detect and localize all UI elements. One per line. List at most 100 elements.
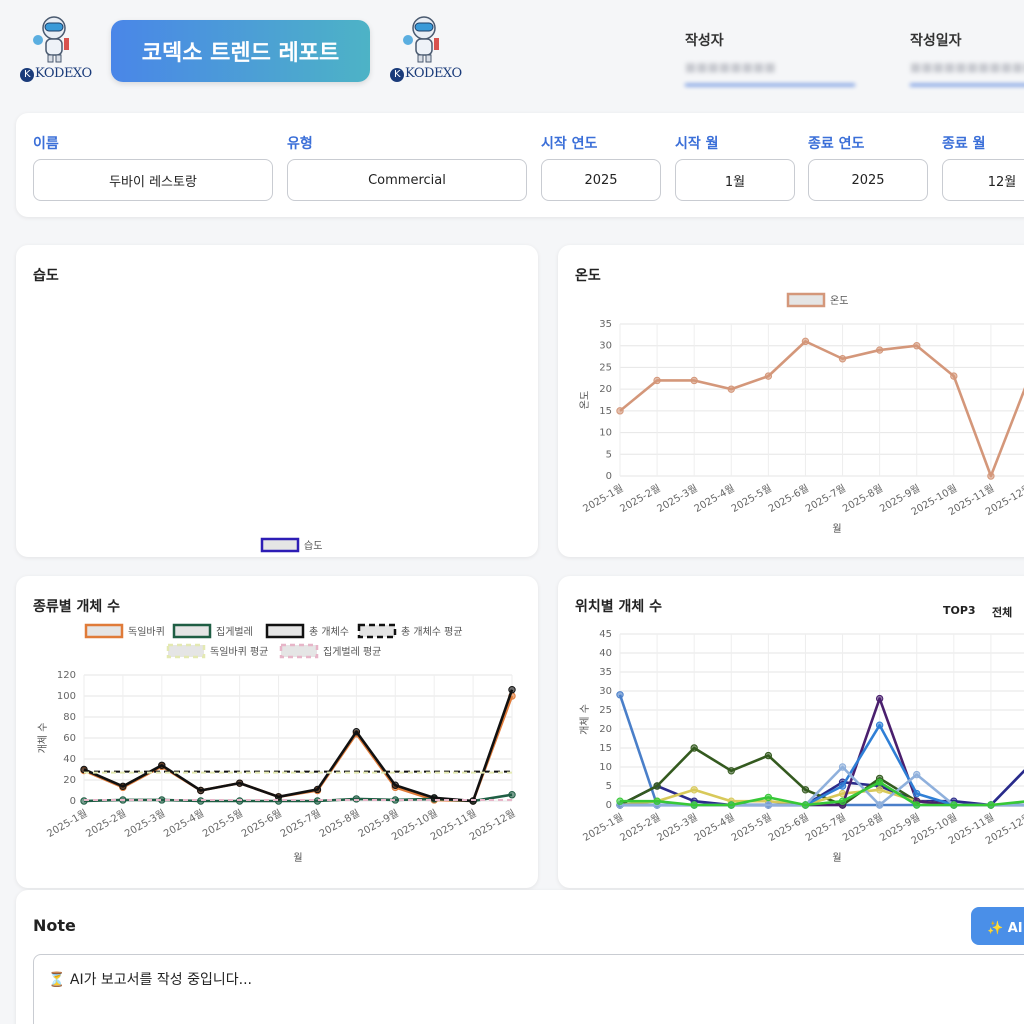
- data-point: [274, 793, 283, 801]
- end-month-select[interactable]: 12월: [942, 159, 1024, 201]
- end-year-select[interactable]: 2025: [808, 159, 928, 201]
- author-field: 작성자 ■■■■■■■■: [685, 30, 855, 86]
- y-tick-label: 25: [599, 705, 612, 716]
- data-point: [508, 791, 516, 799]
- data-point: [913, 770, 921, 779]
- location-chart-card: 위치별 개체 수 TOP3 전체 0 5 10 15 20 25 30 35 40 45 2025-…: [558, 576, 1024, 888]
- data-point: [727, 767, 735, 775]
- location-chart: 0510152025303540452025-1월2025-2월2025-3월2…: [579, 629, 1024, 864]
- note-textarea[interactable]: ⏳ AI가 보고서를 작성 중입니다...: [33, 954, 1024, 1024]
- y-tick-label: 100: [57, 691, 76, 702]
- ai-generate-button[interactable]: ✨ AI 생성: [971, 907, 1024, 945]
- x-tick-label: 2025-8월: [840, 811, 885, 844]
- species-chart-title: 종류별 개체 수: [33, 599, 121, 615]
- all-toggle[interactable]: 전체: [992, 606, 1013, 619]
- kodexo-logo-right: K KODEXO: [390, 14, 468, 88]
- start-month-select[interactable]: 1월: [675, 159, 795, 201]
- data-point: [197, 797, 205, 805]
- data-point: [838, 797, 847, 805]
- y-tick-label: 10: [599, 762, 612, 773]
- data-point: [801, 786, 810, 794]
- data-point: [197, 786, 205, 795]
- humidity-chart-title: 습도: [33, 268, 59, 284]
- x-tick-label: 2025-2월: [618, 482, 663, 515]
- x-tick-label: 2025-1월: [45, 807, 90, 840]
- y-axis-label: 개체 수: [37, 723, 49, 754]
- y-tick-label: 45: [599, 629, 612, 640]
- x-tick-label: 2025-7월: [803, 811, 848, 844]
- temperature-chart-title: 온도: [575, 268, 601, 284]
- x-tick-label: 2025-8월: [317, 807, 362, 840]
- x-tick-label: 2025-3월: [655, 811, 700, 844]
- data-point: [727, 385, 735, 393]
- start-month-filter: 시작 월 1월: [675, 133, 795, 201]
- data-point: [313, 797, 322, 805]
- data-point: [838, 782, 847, 790]
- data-point: [913, 801, 921, 809]
- date-label: 작성일자: [910, 33, 962, 49]
- start-year-filter: 시작 연도 2025: [541, 133, 661, 201]
- y-tick-label: 60: [63, 733, 76, 744]
- data-point: [616, 407, 624, 415]
- y-axis-label: 개체 수: [579, 704, 591, 735]
- end-year-filter: 종료 연도 2025: [808, 133, 928, 201]
- data-point: [950, 372, 958, 380]
- data-point: [352, 728, 361, 736]
- data-point: [875, 721, 884, 729]
- start-year-select[interactable]: 2025: [541, 159, 661, 201]
- author-label: 작성자: [685, 33, 724, 49]
- y-tick-label: 0: [70, 796, 76, 807]
- legend-label: 총 개체수 평균: [401, 626, 463, 638]
- start-month-label: 시작 월: [675, 136, 719, 152]
- x-tick-label: 2025-5월: [729, 811, 774, 844]
- data-point: [469, 797, 477, 805]
- end-month-filter: 종료 월 12월: [942, 133, 1024, 201]
- x-tick-label: 2025-6월: [766, 482, 811, 515]
- report-title-button[interactable]: 코덱소 트렌드 레포트: [111, 20, 370, 82]
- x-tick-label: 2025-4월: [692, 482, 737, 515]
- y-tick-label: 10: [599, 428, 612, 439]
- y-tick-label: 80: [63, 712, 76, 723]
- y-tick-label: 20: [599, 724, 612, 735]
- data-point: [690, 801, 698, 809]
- x-tick-label: 2025-8월: [840, 482, 885, 515]
- y-tick-label: 40: [63, 754, 76, 765]
- data-point: [690, 744, 698, 752]
- x-axis-label: 월: [293, 852, 302, 864]
- date-input[interactable]: ■■■■■■■■■■■■■: [910, 60, 1024, 86]
- legend-swatch: [260, 537, 300, 553]
- end-month-label: 종료 월: [942, 136, 986, 152]
- data-point: [235, 797, 244, 805]
- data-point: [158, 761, 166, 770]
- data-point: [838, 763, 847, 771]
- data-point: [913, 789, 921, 798]
- top3-toggle[interactable]: TOP3: [943, 604, 976, 617]
- legend-label: 집게벌레: [216, 626, 253, 638]
- x-tick-label: 2025-1월: [581, 482, 626, 515]
- data-point: [235, 779, 244, 787]
- y-tick-label: 20: [599, 384, 612, 395]
- author-input[interactable]: ■■■■■■■■: [685, 60, 855, 86]
- legend-swatch: [166, 643, 206, 659]
- name-select[interactable]: 두바이 레스토랑: [33, 159, 273, 201]
- y-tick-label: 5: [606, 449, 612, 460]
- x-tick-label: 2025-7월: [803, 482, 848, 515]
- location-chart-title: 위치별 개체 수: [575, 599, 663, 615]
- header: K KODEXO 코덱소 트렌드 레포트 K KODEXO 작성자 ■■■■■■■■…: [0, 0, 1024, 100]
- data-point: [987, 472, 995, 480]
- x-tick-label: 2025-3월: [123, 807, 168, 840]
- data-point: [875, 778, 884, 786]
- x-axis-label: 월: [832, 523, 841, 535]
- legend-swatch: [265, 623, 305, 639]
- type-select[interactable]: Commercial: [287, 159, 527, 201]
- y-axis-label: 온도: [579, 391, 591, 409]
- humidity-chart-card: 습도 010203040506070802025-1월2025-2월2025-3…: [16, 245, 538, 557]
- y-tick-label: 5: [606, 781, 612, 792]
- x-tick-label: 2025-3월: [655, 482, 700, 515]
- end-year-label: 종료 연도: [808, 136, 865, 152]
- y-tick-label: 15: [599, 743, 612, 754]
- data-point: [508, 686, 516, 694]
- start-year-label: 시작 연도: [541, 136, 598, 152]
- data-point: [653, 782, 661, 790]
- y-tick-label: 25: [599, 362, 612, 373]
